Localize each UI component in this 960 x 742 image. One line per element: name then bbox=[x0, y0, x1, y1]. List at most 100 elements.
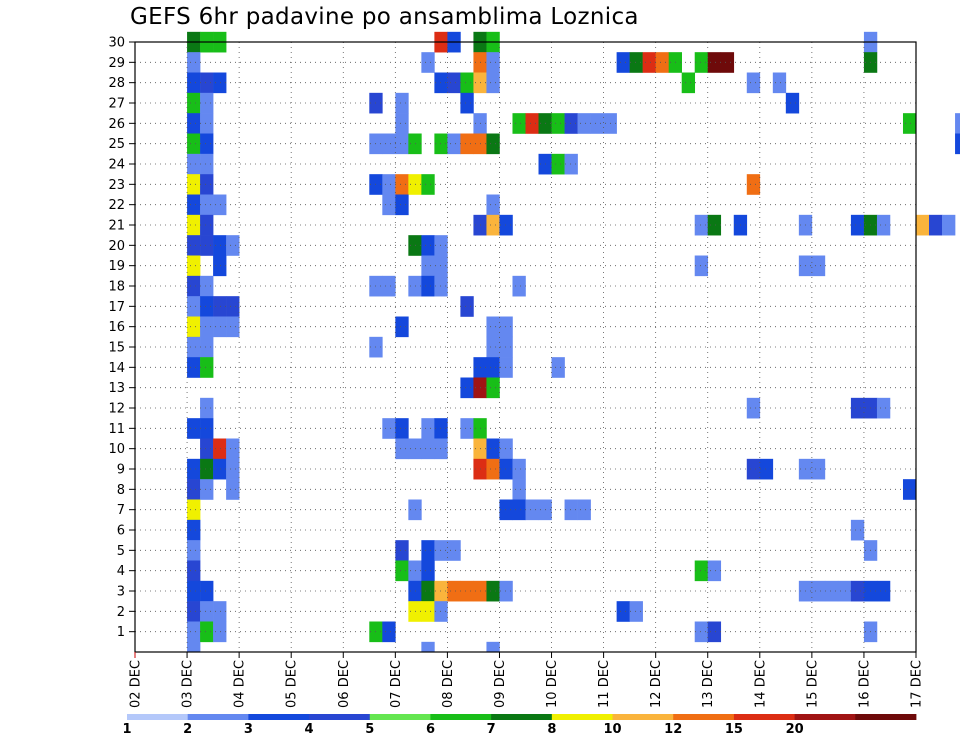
heatmap-cell bbox=[746, 72, 761, 94]
y-tick-label: 10 bbox=[108, 442, 125, 457]
colorbar-segment bbox=[430, 714, 492, 720]
heatmap-cell bbox=[525, 113, 539, 134]
colorbar-segment bbox=[551, 714, 613, 720]
x-tick-label: 03 DEC bbox=[181, 660, 196, 708]
y-tick-label: 7 bbox=[117, 503, 125, 518]
heatmap-cell bbox=[876, 580, 891, 602]
heatmap-cell bbox=[434, 275, 448, 297]
heatmap-cell bbox=[187, 52, 201, 73]
heatmap-cell bbox=[187, 580, 201, 602]
heatmap-cell bbox=[785, 92, 800, 114]
heatmap-cell bbox=[213, 296, 227, 317]
y-tick-label: 16 bbox=[108, 320, 125, 335]
heatmap-cell bbox=[486, 194, 500, 216]
heatmap-cell bbox=[226, 316, 240, 338]
heatmap-cell bbox=[200, 72, 214, 94]
x-tick-label: 06 DEC bbox=[337, 660, 352, 708]
heatmap-cell bbox=[421, 235, 435, 256]
x-tick-label: 14 DEC bbox=[753, 660, 768, 708]
heatmap-cell bbox=[200, 194, 214, 216]
heatmap-cell bbox=[187, 560, 201, 582]
heatmap-cell bbox=[382, 418, 396, 439]
x-tick-label: 08 DEC bbox=[441, 660, 456, 708]
heatmap-cell bbox=[629, 601, 643, 622]
heatmap-cell bbox=[187, 540, 201, 561]
heatmap-cell bbox=[434, 540, 448, 561]
heatmap-cell bbox=[746, 397, 761, 419]
y-tick-label: 28 bbox=[108, 76, 125, 91]
x-tick-label: 07 DEC bbox=[389, 660, 404, 708]
colorbar-segment bbox=[369, 714, 431, 720]
y-tick-label: 3 bbox=[117, 585, 125, 600]
heatmap-cell bbox=[226, 235, 240, 256]
heatmap-cell bbox=[382, 275, 396, 297]
heatmap-cell bbox=[707, 52, 722, 73]
heatmap-cell bbox=[486, 357, 500, 378]
heatmap-cell bbox=[200, 235, 214, 256]
heatmap-cell bbox=[629, 52, 643, 73]
heatmap-cell bbox=[395, 133, 409, 155]
heatmap-cell bbox=[213, 72, 227, 94]
y-axis-ticks: 1234567891011121314151617181920212223242… bbox=[108, 36, 135, 640]
heatmap-cell bbox=[499, 357, 513, 378]
heatmap-cell bbox=[200, 479, 214, 500]
heatmap-cell bbox=[486, 458, 500, 480]
x-axis-ticks: 02 DEC 03 DEC 04 DEC 05 DEC 06 DEC 07 DEC 08 D… bbox=[129, 652, 925, 708]
heatmap-cell bbox=[460, 72, 474, 94]
heatmap-cell bbox=[447, 72, 461, 94]
heatmap-cell bbox=[460, 92, 474, 114]
heatmap-cell bbox=[486, 580, 500, 602]
x-tick-label: 17 DEC bbox=[910, 660, 925, 708]
heatmap-cell bbox=[460, 377, 474, 399]
heatmap-cell bbox=[551, 153, 565, 175]
y-tick-label: 20 bbox=[108, 239, 125, 254]
heatmap-cell bbox=[421, 275, 435, 297]
heatmap-cell bbox=[187, 601, 201, 622]
heatmap-cell bbox=[395, 194, 409, 216]
heatmap-cell bbox=[382, 194, 396, 216]
colorbar-label: 2 bbox=[183, 722, 192, 737]
heatmap-cell bbox=[200, 275, 214, 297]
heatmap-cell bbox=[929, 214, 943, 236]
heatmap-cell bbox=[200, 153, 214, 175]
heatmap-cell bbox=[187, 316, 201, 338]
heatmap-cell bbox=[460, 418, 474, 439]
heatmap-cell bbox=[499, 499, 513, 521]
heatmap-cell bbox=[642, 52, 656, 73]
heatmap-cell bbox=[811, 458, 826, 480]
heatmap-cell bbox=[187, 174, 201, 195]
heatmap-cell bbox=[512, 458, 526, 480]
heatmap-cell bbox=[746, 174, 761, 195]
chart-title: GEFS 6hr padavine po ansamblima Loznica bbox=[130, 4, 639, 30]
colorbar-label: 12 bbox=[664, 722, 682, 737]
colorbar-segment bbox=[794, 714, 856, 720]
heatmap-cell bbox=[720, 52, 735, 73]
heatmap-cell bbox=[499, 458, 513, 480]
heatmap-cell bbox=[395, 316, 409, 338]
heatmap-cell bbox=[512, 499, 526, 521]
heatmap-cell bbox=[486, 316, 500, 338]
colorbar-label: 8 bbox=[547, 722, 556, 737]
y-tick-label: 24 bbox=[108, 158, 125, 173]
x-tick-label: 09 DEC bbox=[493, 660, 508, 708]
heatmap-cell bbox=[200, 580, 214, 602]
gridlines bbox=[135, 41, 916, 652]
heatmap-cell bbox=[694, 560, 709, 582]
heatmap-cell bbox=[421, 255, 435, 277]
heatmap-cell bbox=[421, 52, 435, 73]
x-tick-label: 16 DEC bbox=[857, 660, 872, 708]
heatmap-cell bbox=[213, 235, 227, 256]
colorbar-segment bbox=[733, 714, 796, 720]
heatmap-cell bbox=[512, 275, 526, 297]
heatmap-cell bbox=[200, 397, 214, 419]
heatmap-cell bbox=[421, 174, 435, 195]
y-tick-label: 4 bbox=[117, 564, 125, 579]
x-tick-label: 05 DEC bbox=[285, 660, 300, 708]
colorbar-label: 6 bbox=[426, 722, 435, 737]
heatmap-cell bbox=[942, 214, 956, 236]
x-tick-label: 10 DEC bbox=[545, 660, 560, 708]
y-tick-label: 22 bbox=[108, 198, 125, 213]
heatmap-cell bbox=[395, 92, 409, 114]
heatmap-cell bbox=[486, 52, 500, 73]
y-tick-label: 27 bbox=[108, 97, 125, 112]
